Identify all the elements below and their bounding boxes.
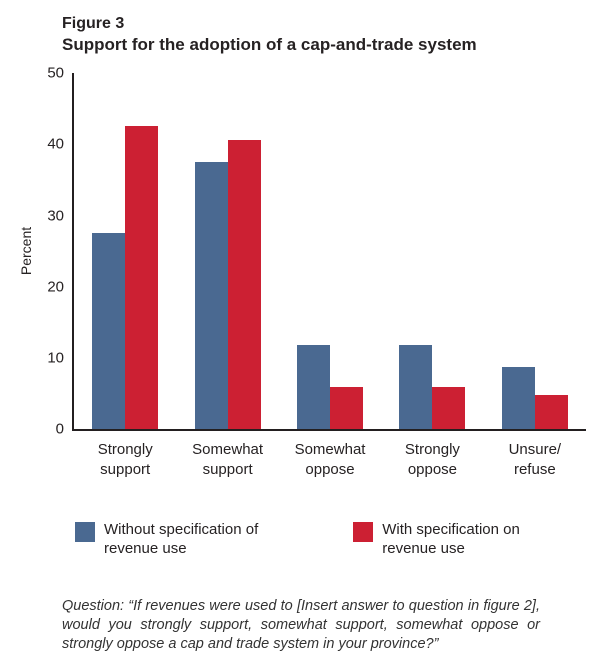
legend-item-1: Without specification of revenue use	[75, 521, 258, 559]
bar-group	[176, 73, 278, 430]
bar-series-2	[330, 387, 364, 430]
bar-series-1	[297, 345, 331, 430]
y-tick-label: 0	[55, 420, 64, 438]
legend-item-2: With specification on revenue use	[353, 521, 520, 559]
figure-title: Support for the adoption of a cap-and-tr…	[62, 35, 477, 54]
x-axis-labels: Strongly support Somewhat support Somewhat op…	[72, 440, 586, 479]
y-tick-label: 50	[47, 64, 64, 82]
bar-group	[484, 73, 586, 430]
y-axis-ticks: 0 10 20 30 40 50	[38, 65, 72, 438]
question-note: Question: “If revenues were used to [Ins…	[62, 597, 540, 652]
bar-series-2	[534, 395, 568, 430]
figure-header: Figure 3 Support for the adoption of a c…	[62, 14, 590, 55]
legend-swatch	[75, 522, 95, 543]
bar-series-1	[92, 232, 126, 430]
bar-series-1	[501, 366, 535, 430]
bar-series-1	[399, 345, 433, 430]
y-tick-label: 20	[47, 278, 64, 296]
y-axis-title-text: Percent	[18, 227, 34, 276]
x-category-label: Somewhat oppose	[294, 441, 366, 478]
bar-series-1	[194, 161, 228, 430]
plot-area	[72, 73, 586, 432]
y-axis-title: Percent	[14, 73, 38, 429]
bar-group	[74, 73, 176, 430]
x-category-label: Unsure/refuse	[508, 441, 562, 478]
y-tick-label: 30	[47, 207, 64, 225]
legend-swatch	[353, 522, 374, 543]
bar-chart: Percent 0 10 20 30 40 50 Strongly support Somew…	[14, 65, 586, 479]
x-category-label: Strongly support	[97, 441, 153, 478]
bar-group	[381, 73, 483, 430]
bar-series-2	[125, 125, 159, 430]
x-category-label: Somewhat support	[192, 441, 264, 478]
bar-series-2	[227, 140, 261, 430]
legend-label: Without specification of revenue use	[104, 521, 259, 557]
legend-label: With specification on revenue use	[382, 521, 520, 557]
plot-column: Strongly support Somewhat support Somewhat op…	[72, 73, 586, 479]
y-tick-label: 40	[47, 135, 64, 153]
bar-group	[279, 73, 381, 430]
x-category-label: Strongly oppose	[404, 441, 460, 478]
bar-series-2	[432, 387, 466, 430]
chart-legend: Without specification of revenue use With …	[75, 521, 600, 559]
figure-label: Figure 3	[62, 15, 125, 32]
y-tick-label: 10	[47, 349, 64, 367]
